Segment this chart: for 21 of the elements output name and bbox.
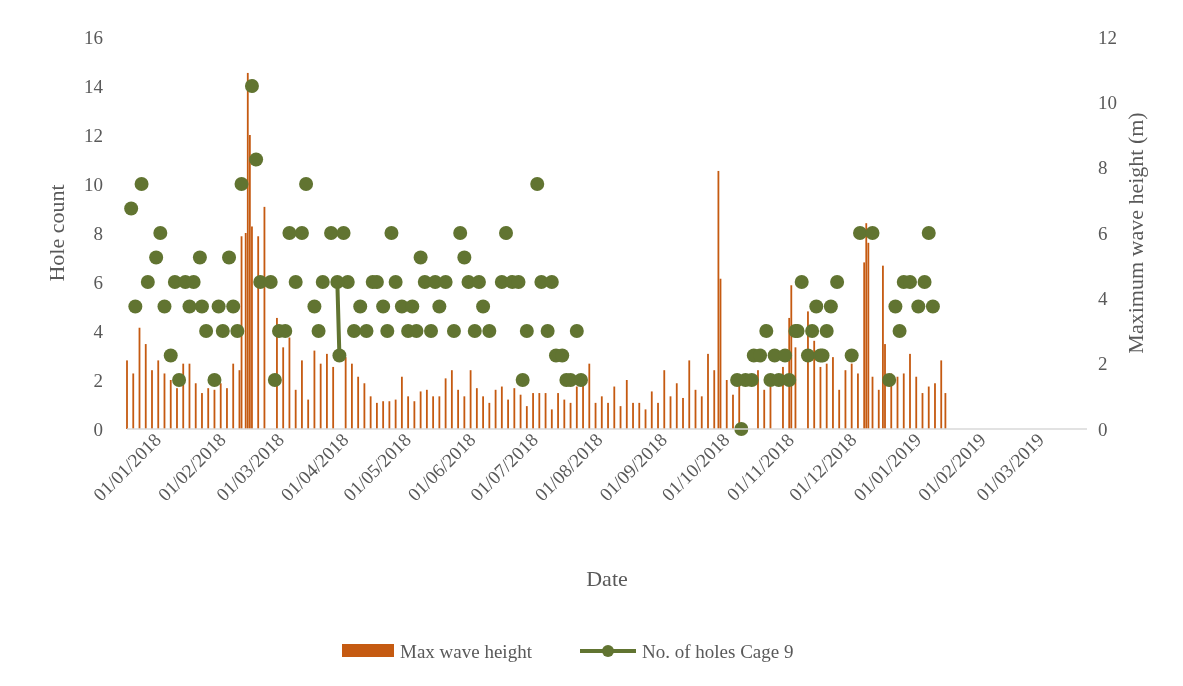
y2-tick-label: 12 xyxy=(1098,26,1117,48)
y-tick-label: 8 xyxy=(93,222,103,244)
y-tick-label: 2 xyxy=(93,369,103,391)
y-tick-label: 10 xyxy=(84,173,103,195)
y-tick-label: 14 xyxy=(84,75,104,97)
y-axis-title: Hole count xyxy=(44,184,69,282)
y2-tick-label: 0 xyxy=(1098,418,1108,440)
y-tick-label: 4 xyxy=(93,320,104,342)
y-tick-label: 12 xyxy=(84,124,103,146)
y-tick-label: 6 xyxy=(93,271,103,293)
legend-label: No. of holes Cage 9 xyxy=(642,640,794,662)
y2-tick-label: 8 xyxy=(1098,157,1108,179)
x-axis-title: Date xyxy=(586,566,628,591)
y2-tick-label: 4 xyxy=(1098,287,1108,309)
y-tick-label: 16 xyxy=(84,26,103,48)
y2-tick-label: 6 xyxy=(1098,222,1108,244)
y-tick-label: 0 xyxy=(93,418,103,440)
y2-tick-label: 10 xyxy=(1098,91,1117,113)
y2-axis-title: Maximum wave height (m) xyxy=(1123,112,1148,354)
legend-label: Max wave height xyxy=(400,640,533,662)
y2-tick-label: 2 xyxy=(1098,353,1108,375)
